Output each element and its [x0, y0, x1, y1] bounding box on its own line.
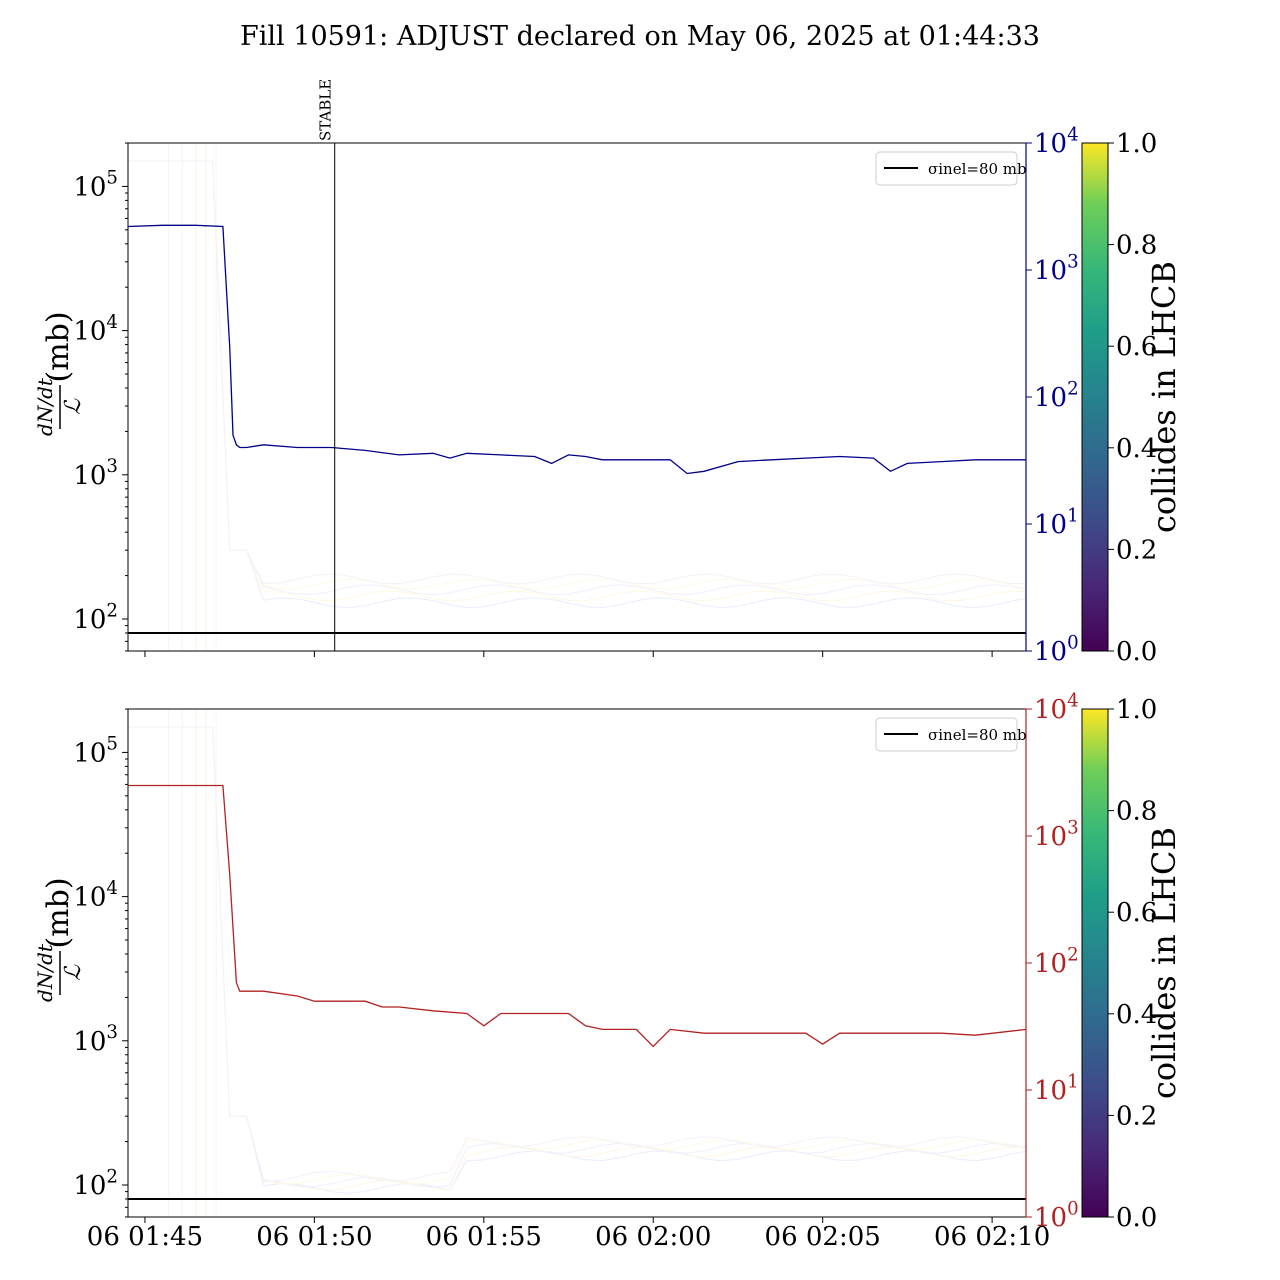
x-tick-label: 06 02:10 [934, 1222, 1050, 1252]
colorbar: 0.0 0.2 0.4 0.6 0.8 1.0 collides in LHCB [1081, 129, 1183, 667]
y2-tick-label: 100 [1034, 632, 1079, 667]
y2-tick-label: 103 [1034, 817, 1079, 852]
y-tick-label: 105 [73, 168, 118, 203]
x-tick-label: 06 02:05 [765, 1222, 881, 1252]
faint-trace-line [128, 160, 1027, 602]
y-label-numerator: dN/dt [33, 377, 57, 436]
y2-tick-label: 102 [1034, 944, 1079, 979]
colorbar-tick-label: 0.8 [1116, 797, 1157, 827]
y2-tick-label: 102 [1034, 378, 1079, 413]
faint-trace-line [128, 160, 1027, 609]
colorbar-gradient [1081, 142, 1109, 652]
faint-trace-line [128, 726, 1027, 1188]
y-tick-label: 104 [73, 878, 118, 913]
colorbar-tick-label: 0.0 [1116, 637, 1157, 667]
legend: σinel=80 mb [875, 151, 1027, 186]
y-label-numerator: dN/dt [33, 943, 57, 1002]
legend: σinel=80 mb [875, 717, 1027, 752]
y-tick-label: 104 [73, 312, 118, 347]
faint-trace-line [128, 726, 1027, 1194]
faint-trace-line [128, 160, 1027, 590]
colorbar-tick-label: 1.0 [1116, 695, 1157, 725]
bottom-panel: 102 103 104 105 100 101 102 103 104 06 01:45 06 01… [33, 690, 1183, 1252]
y2-tick-label: 104 [1034, 124, 1079, 159]
colorbar-tick-label: 0.4 [1116, 1000, 1157, 1030]
faint-traces [128, 143, 1027, 651]
y2-tick-label: 104 [1034, 690, 1079, 725]
colorbar-label: collides in LHCB [1145, 827, 1183, 1099]
y2-tick-label: 100 [1034, 1198, 1079, 1233]
colorbar-tick-label: 0.2 [1116, 535, 1157, 565]
y-axis-label: dN/dt ℒ (mb) [33, 311, 86, 435]
stable-annotation-label: STABLE [317, 79, 335, 141]
x-tick-label: 06 01:50 [256, 1222, 372, 1252]
y2-tick-label: 101 [1034, 1071, 1079, 1106]
figure-title: Fill 10591: ADJUST declared on May 06, 2… [240, 21, 1040, 52]
top-panel: STABLE 102 103 104 105 100 101 102 103 104 dN/dt ℒ (… [33, 79, 1183, 667]
x-tick-label: 06 01:55 [426, 1222, 542, 1252]
y-tick-label: 102 [73, 1166, 118, 1201]
faint-traces [128, 709, 1027, 1217]
y-axis-label: dN/dt ℒ (mb) [33, 877, 86, 1001]
y-tick-label: 105 [73, 734, 118, 769]
y-tick-label: 103 [73, 1022, 118, 1057]
legend-label: σinel=80 mb [928, 160, 1027, 178]
colorbar-tick-label: 1.0 [1116, 129, 1157, 159]
colorbar-tick-label: 0.6 [1116, 332, 1157, 362]
y-tick-label: 102 [73, 600, 118, 635]
faint-trace-line [128, 726, 1027, 1191]
colorbar-tick-label: 0.8 [1116, 231, 1157, 261]
y-label-unit: (mb) [41, 311, 76, 382]
faint-trace-line [128, 726, 1027, 1185]
colorbar-tick-label: 0.4 [1116, 434, 1157, 464]
colorbar-label: collides in LHCB [1145, 261, 1183, 533]
faint-trace-line [128, 726, 1027, 1182]
x-tick-label: 06 01:45 [87, 1222, 203, 1252]
legend-label: σinel=80 mb [928, 726, 1027, 744]
y2-tick-label: 103 [1034, 251, 1079, 286]
colorbar: 0.0 0.2 0.4 0.6 0.8 1.0 collides in LHCB [1081, 695, 1183, 1233]
x-tick-label: 06 02:00 [595, 1222, 711, 1252]
colorbar-tick-label: 0.2 [1116, 1101, 1157, 1131]
colorbar-tick-label: 0.6 [1116, 898, 1157, 928]
legend-box [875, 717, 1018, 752]
y2-tick-label: 101 [1034, 505, 1079, 540]
faint-trace-line [128, 160, 1027, 596]
series-line [128, 784, 1027, 1048]
legend-box [875, 151, 1018, 186]
y-tick-label: 103 [73, 456, 118, 491]
y-label-denominator: ℒ [61, 964, 86, 981]
colorbar-gradient [1081, 708, 1109, 1218]
series-line [127, 224, 1026, 475]
y-label-unit: (mb) [41, 877, 76, 948]
faint-trace-line [128, 160, 1027, 585]
plot-frame [127, 708, 1027, 1218]
y-label-denominator: ℒ [61, 398, 86, 415]
colorbar-tick-label: 0.0 [1116, 1203, 1157, 1233]
